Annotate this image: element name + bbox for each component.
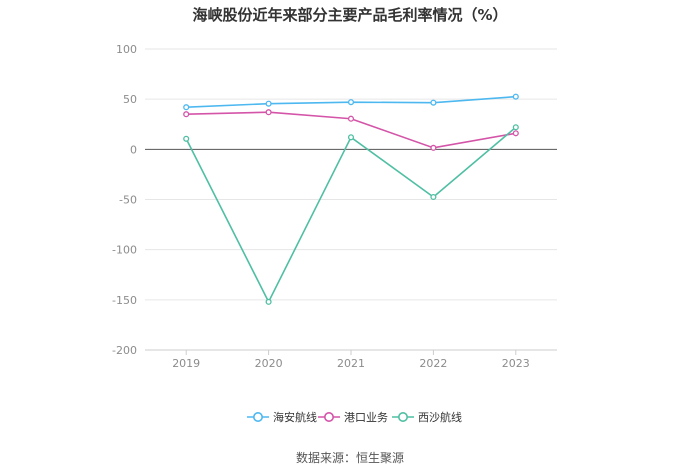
- y-tick-label: 0: [130, 143, 137, 156]
- legend-label: 海安航线: [273, 410, 317, 424]
- grid-layer: [145, 48, 557, 351]
- series-3: [183, 124, 519, 305]
- y-tick-label: -200: [112, 344, 137, 357]
- x-tick-label: 2023: [502, 357, 530, 370]
- legend-item-2[interactable]: 港口业务: [318, 411, 388, 424]
- x-tick-label: 2021: [337, 357, 365, 370]
- y-tick-label: -50: [119, 194, 137, 207]
- data-point: [512, 124, 519, 131]
- x-tick-label: 2022: [419, 357, 447, 370]
- y-tick-label: 50: [123, 93, 137, 106]
- x-tick-label: 2020: [255, 357, 283, 370]
- series-1: [183, 93, 519, 111]
- data-point: [183, 135, 190, 142]
- series-2: [183, 109, 519, 151]
- y-axis: 100 50 0 -50 -100 -150 -200: [112, 43, 137, 357]
- data-point: [512, 130, 519, 137]
- data-point: [430, 99, 437, 106]
- legend-swatch-marker: [397, 411, 408, 422]
- source-note: 数据来源：恒生聚源: [295, 451, 404, 465]
- legend-swatch-marker: [253, 411, 264, 422]
- chart-title: 海峡股份近年来部分主要产品毛利率情况（%）: [192, 6, 508, 24]
- data-point: [347, 99, 355, 106]
- data-point: [512, 93, 519, 100]
- data-point: [265, 109, 272, 116]
- legend-label: 西沙航线: [418, 410, 462, 424]
- data-point: [265, 100, 272, 107]
- x-axis: 2019 2020 2021 2022 2023: [145, 349, 557, 370]
- y-tick-label: -150: [112, 294, 137, 307]
- data-point: [430, 193, 437, 201]
- data-point: [183, 104, 190, 111]
- legend-item-3[interactable]: 西沙航线: [392, 410, 462, 424]
- series-layer: [183, 93, 519, 305]
- data-point: [183, 111, 190, 118]
- series-line: [185, 126, 517, 304]
- legend[interactable]: 海安航线 港口业务 西沙航线: [247, 410, 462, 424]
- y-tick-label: 100: [116, 43, 137, 56]
- data-point: [347, 134, 355, 141]
- x-tick-label: 2019: [172, 357, 200, 370]
- legend-label: 港口业务: [344, 411, 388, 424]
- y-tick-label: -100: [112, 244, 137, 257]
- data-point: [265, 298, 272, 305]
- legend-item-1[interactable]: 海安航线: [247, 410, 317, 424]
- legend-swatch-marker: [323, 411, 334, 422]
- data-point: [430, 144, 437, 151]
- data-point: [347, 115, 355, 122]
